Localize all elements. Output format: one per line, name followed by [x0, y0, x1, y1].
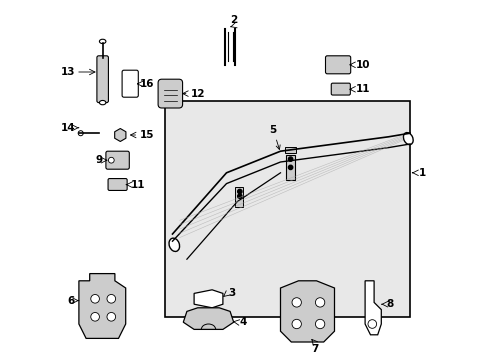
FancyBboxPatch shape — [108, 179, 127, 190]
Bar — [285, 147, 295, 153]
Text: 15: 15 — [140, 130, 154, 140]
Text: 11: 11 — [131, 180, 145, 190]
FancyBboxPatch shape — [106, 151, 129, 169]
Circle shape — [108, 157, 114, 163]
Text: 14: 14 — [61, 123, 75, 133]
FancyBboxPatch shape — [325, 56, 350, 74]
Text: 7: 7 — [310, 344, 318, 354]
Text: 12: 12 — [190, 89, 204, 99]
Text: 9: 9 — [95, 155, 102, 165]
Text: 6: 6 — [67, 296, 75, 306]
Text: 11: 11 — [355, 84, 370, 94]
Circle shape — [91, 312, 99, 321]
Text: 2: 2 — [230, 15, 237, 25]
Circle shape — [237, 189, 242, 194]
Circle shape — [107, 312, 115, 321]
Polygon shape — [280, 281, 334, 342]
Text: 10: 10 — [355, 60, 370, 70]
Text: 3: 3 — [228, 288, 235, 298]
FancyBboxPatch shape — [330, 83, 349, 95]
Circle shape — [288, 157, 292, 161]
Ellipse shape — [99, 100, 106, 105]
FancyBboxPatch shape — [158, 79, 182, 108]
Circle shape — [367, 320, 376, 328]
Bar — [165, 101, 409, 317]
FancyBboxPatch shape — [97, 56, 108, 103]
Polygon shape — [365, 281, 381, 335]
Text: 4: 4 — [239, 317, 246, 327]
Ellipse shape — [169, 238, 179, 251]
Circle shape — [291, 319, 301, 329]
Bar — [285, 155, 294, 180]
Circle shape — [291, 298, 301, 307]
Circle shape — [237, 194, 242, 198]
Polygon shape — [183, 308, 233, 329]
Circle shape — [315, 319, 324, 329]
Circle shape — [107, 294, 115, 303]
Bar — [235, 187, 243, 207]
Text: 13: 13 — [61, 67, 75, 77]
Ellipse shape — [403, 132, 412, 145]
Text: 1: 1 — [418, 168, 426, 178]
Polygon shape — [79, 274, 125, 338]
Ellipse shape — [99, 39, 106, 44]
Text: 5: 5 — [269, 125, 280, 149]
Circle shape — [315, 298, 324, 307]
Circle shape — [91, 294, 99, 303]
Circle shape — [78, 131, 83, 136]
Polygon shape — [194, 290, 223, 308]
Circle shape — [288, 165, 292, 170]
Text: 8: 8 — [386, 299, 393, 309]
Text: 16: 16 — [140, 79, 154, 89]
FancyBboxPatch shape — [122, 70, 138, 97]
